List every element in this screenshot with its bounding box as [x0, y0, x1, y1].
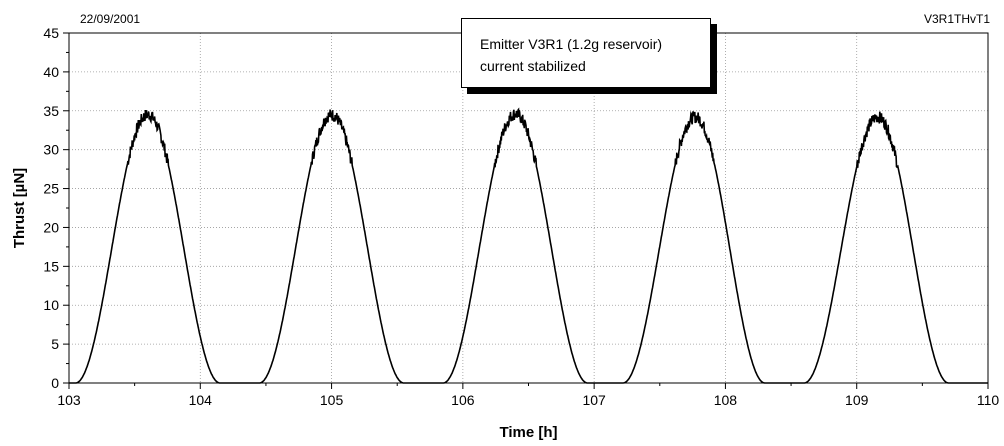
thrust-series-line: [69, 107, 988, 384]
annotation-box: Emitter V3R1 (1.2g reservoir) current st…: [461, 18, 711, 88]
y-tick-label: 10: [43, 297, 59, 313]
x-axis-title: Time [h]: [499, 424, 557, 441]
x-tick-label: 103: [57, 392, 81, 408]
y-tick-label: 5: [51, 336, 59, 352]
x-tick-label: 108: [714, 392, 738, 408]
y-tick-label: 35: [43, 103, 59, 119]
annotation-line-1: Emitter V3R1 (1.2g reservoir): [480, 36, 663, 52]
x-tick-label: 105: [320, 392, 344, 408]
y-tick-label: 25: [43, 181, 59, 197]
y-axis-title: Thrust [µN]: [11, 168, 28, 248]
x-tick-label: 106: [451, 392, 475, 408]
date-label: 22/09/2001: [80, 12, 141, 26]
axis-ticks: [63, 32, 989, 389]
x-tick-label: 104: [189, 392, 213, 408]
y-tick-label: 15: [43, 258, 59, 274]
x-tick-label: 107: [582, 392, 606, 408]
x-tick-label: 110: [977, 392, 1000, 408]
x-tick-label: 109: [845, 392, 869, 408]
y-tick-label: 0: [51, 375, 59, 391]
plot-code-label: V3R1THvT1: [923, 12, 990, 26]
y-tick-label: 20: [43, 219, 59, 235]
y-tick-label: 30: [43, 142, 59, 158]
grid-lines: [69, 33, 988, 383]
y-tick-label: 40: [43, 64, 59, 80]
y-tick-labels: 0 5 10 15 20 25 30 35 40 45: [43, 25, 59, 391]
y-tick-label: 45: [43, 25, 59, 41]
annotation-line-2: current stabilized: [480, 58, 586, 74]
x-tick-labels: 103 104 105 106 107 108 109 110: [57, 392, 999, 408]
